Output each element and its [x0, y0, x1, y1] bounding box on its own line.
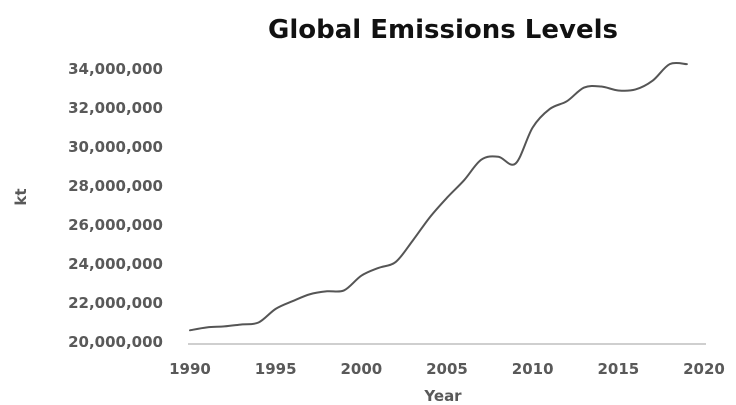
data-point [428, 215, 432, 219]
data-point [394, 260, 398, 264]
y-axis-label: kt [12, 188, 30, 205]
data-point [599, 85, 603, 89]
x-tick-label: 2000 [340, 360, 382, 378]
data-point [222, 324, 226, 328]
data-point [325, 289, 329, 293]
series-line [189, 61, 688, 332]
data-point [531, 126, 535, 130]
data-point [291, 299, 295, 303]
data-point [376, 266, 380, 270]
x-tick-label: 2005 [426, 360, 468, 378]
y-tick-label: 32,000,000 [68, 99, 163, 117]
x-tick-label: 1990 [169, 360, 211, 378]
data-point [359, 274, 363, 278]
data-point [188, 328, 192, 332]
data-point [274, 307, 278, 311]
y-tick-label: 26,000,000 [68, 216, 163, 234]
data-point [685, 62, 689, 66]
y-tick-label: 24,000,000 [68, 255, 163, 273]
data-point [462, 178, 466, 182]
data-point [308, 292, 312, 296]
data-point [479, 158, 483, 162]
x-tick-label: 1995 [255, 360, 297, 378]
data-point [342, 288, 346, 292]
x-axis-label: Year [423, 387, 462, 405]
data-points [188, 62, 689, 332]
data-point [496, 155, 500, 159]
data-point [668, 62, 672, 66]
data-point [548, 107, 552, 111]
y-tick-label: 28,000,000 [68, 177, 163, 195]
y-tick-label: 20,000,000 [68, 333, 163, 351]
data-point [411, 239, 415, 243]
data-point [651, 79, 655, 83]
data-point [205, 325, 209, 329]
x-tick-label: 2020 [683, 360, 725, 378]
data-point [565, 99, 569, 103]
data-point [633, 87, 637, 91]
y-axis-ticks: 20,000,000 22,000,000 24,000,000 26,000,000… [68, 60, 163, 351]
data-point [239, 322, 243, 326]
x-tick-label: 2010 [512, 360, 554, 378]
chart-title: Global Emissions Levels [268, 15, 618, 45]
data-point [514, 162, 518, 166]
y-tick-label: 30,000,000 [68, 138, 163, 156]
data-point [445, 196, 449, 200]
x-tick-label: 2015 [597, 360, 639, 378]
y-tick-label: 34,000,000 [68, 60, 163, 78]
y-tick-label: 22,000,000 [68, 294, 163, 312]
data-point [616, 88, 620, 92]
data-point [257, 321, 261, 325]
x-axis-ticks: 1990 1995 2000 2005 2010 2015 2020 [169, 360, 725, 378]
data-point [582, 86, 586, 90]
